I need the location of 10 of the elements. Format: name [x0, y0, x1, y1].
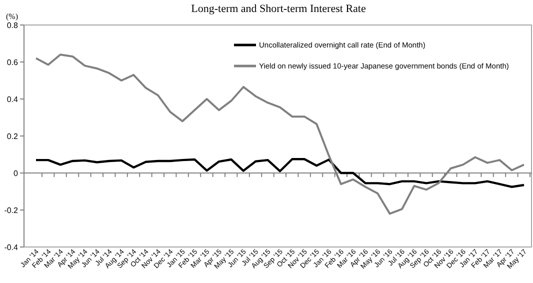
- y-tick-label: 0.4: [6, 94, 19, 104]
- y-tick-label: -0.2: [4, 206, 19, 215]
- line-series: [34, 158, 526, 188]
- y-axis-title: (%): [6, 12, 18, 21]
- y-tick-label: 0.2: [6, 132, 19, 141]
- y-tick-label: 0.8: [6, 20, 19, 30]
- y-tick-label: 0.6: [6, 58, 19, 67]
- y-tick-label: -0.4: [4, 242, 19, 252]
- chart-title: Long-term and Short-term Interest Rate: [191, 3, 366, 15]
- y-tick-label: 0: [14, 168, 19, 178]
